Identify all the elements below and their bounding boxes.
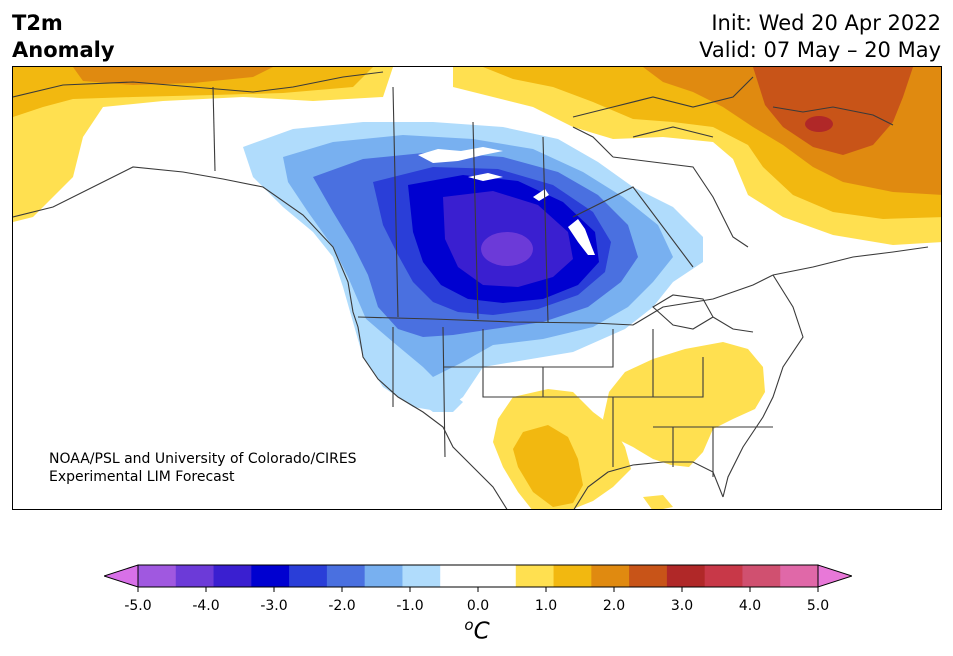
provincial-borders [392,86,694,323]
credit-block: NOAA/PSL and University of Colorado/CIRE… [49,450,357,486]
credit-line-2: Experimental LIM Forecast [49,469,235,485]
credit-line-1: NOAA/PSL and University of Colorado/CIRE… [49,451,357,467]
valid-range: Valid: 07 May – 20 May [699,38,941,62]
warm-region-northeast-5 [805,116,833,132]
colorbar-units: oC [455,616,499,645]
lake-great-bear [418,147,503,163]
border-us-canada [357,274,774,326]
coastline-hudson-bay [572,126,749,248]
colorbar-segment [780,565,819,587]
state-borders [392,326,773,477]
colorbar-segment [704,565,743,587]
colorbar-segment [213,565,252,587]
colorbar-segment [326,565,366,587]
colorbar-tick-label: -2.0 [328,598,356,614]
colorbar-tick-label: -3.0 [260,598,288,614]
colorbar-segment [591,565,630,587]
warm-region-gulf-coast [643,495,673,509]
coastline-alaska-north [13,71,384,98]
units-letter: C [473,618,490,645]
warm-region-south-2 [513,425,583,507]
coastline-east [722,246,929,498]
colorbar-segment [138,565,177,587]
units-degree: o [464,616,474,634]
colorbar-tick-label: -1.0 [396,598,424,614]
date-info: Init: Wed 20 Apr 2022 Valid: 07 May – 20… [699,10,941,64]
lake-winnipeg [568,219,595,255]
coastline-arctic-islands [572,76,894,138]
colorbar-segment [251,565,290,587]
colorbar-tick-label: 0.0 [466,598,490,614]
border-alaska-canada [212,86,216,172]
colorbar-segment [742,565,781,587]
warm-region-southeast [603,342,765,467]
variable-label: T2m [12,11,63,35]
lake-great-slave [468,173,503,181]
warm-region-northwest-3 [73,67,273,85]
colorbar [104,564,852,592]
map-canvas [13,67,941,509]
warm-region-northeast-4 [753,67,913,155]
colorbar-segment [629,565,668,587]
colorbar-over-extend [817,564,852,588]
great-lakes-outline [652,294,754,333]
colorbar-under-extend [104,564,139,588]
coastline-west [13,166,508,509]
warm-region-northwest-1 [13,67,393,222]
init-date: Init: Wed 20 Apr 2022 [711,11,941,35]
coastline-gulf [573,461,724,509]
colorbar-tick-label: 4.0 [738,598,762,614]
cold-region-southwest [358,312,463,412]
colorbar-tick-label: 2.0 [602,598,626,614]
colorbar-tick-label: 1.0 [534,598,558,614]
colorbar-tick-label: -5.0 [124,598,152,614]
colorbar-segment [515,565,555,587]
colorbar-tick-label: 5.0 [806,598,830,614]
field-label: Anomaly [12,38,115,62]
colorbar-segment [364,565,403,587]
colorbar-segment [553,565,592,587]
map-title: T2m Anomaly [12,10,115,64]
anomaly-map [12,66,942,510]
colorbar-tick-label: -4.0 [192,598,220,614]
colorbar-segment [289,565,328,587]
colorbar-segment [666,565,706,587]
colorbar-segment [478,565,517,587]
colorbar-segment [175,565,215,587]
colorbar-segment [402,565,441,587]
colorbar-segment [440,565,479,587]
colorbar-tick-label: 3.0 [670,598,694,614]
cold-region-7 [481,232,533,266]
